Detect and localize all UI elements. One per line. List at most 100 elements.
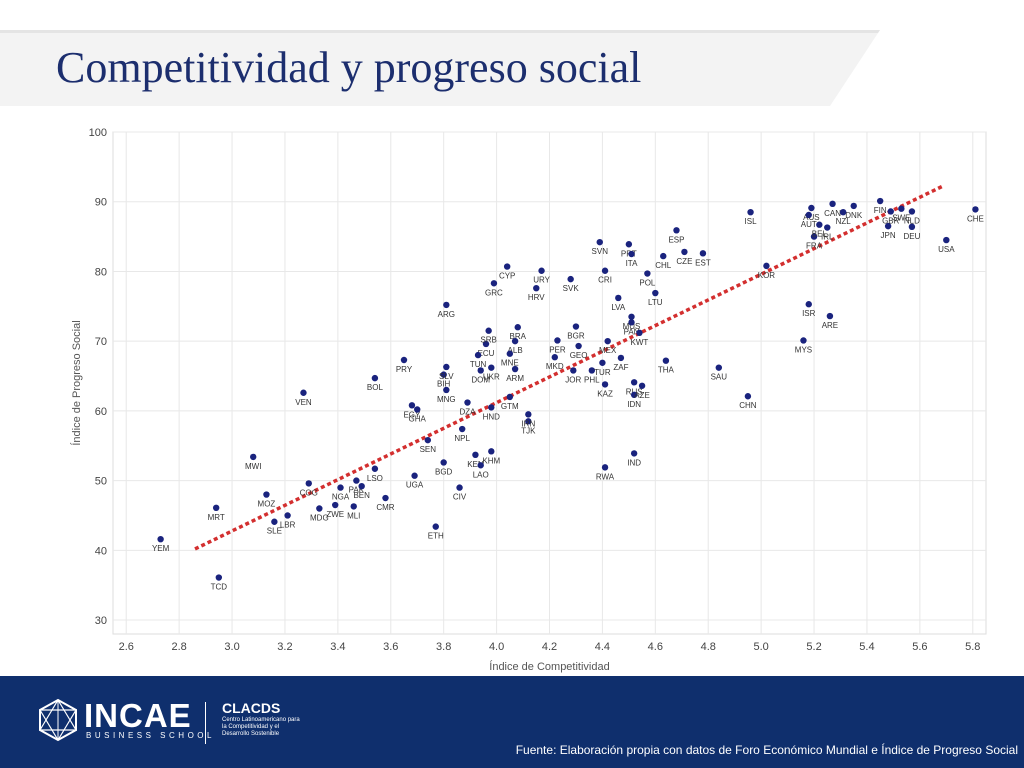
data-point bbox=[482, 340, 490, 348]
point-label: CAN bbox=[824, 209, 841, 218]
point-label: MDG bbox=[310, 514, 329, 523]
x-tick-label: 4.8 bbox=[701, 641, 716, 653]
data-point bbox=[599, 359, 606, 366]
data-point bbox=[551, 354, 558, 361]
data-point bbox=[630, 450, 638, 457]
chart-svg: 2.6 2.8 3.0 3.2 3.4 3.6 3.8 4.0 4.2 4.4 4.6 4.8 5.0 5… bbox=[70, 127, 987, 673]
point-label: EGY bbox=[403, 410, 421, 419]
point-label: FIN bbox=[874, 206, 887, 215]
point-label: IDN bbox=[627, 400, 641, 409]
data-point bbox=[554, 337, 561, 344]
data-point bbox=[300, 389, 307, 396]
point-label: MOZ bbox=[258, 500, 276, 509]
point-label: CIV bbox=[453, 493, 467, 502]
point-label: DZA bbox=[459, 408, 476, 417]
point-label: NGA bbox=[332, 493, 350, 502]
point-label: CMR bbox=[376, 503, 394, 512]
data-point bbox=[570, 367, 577, 374]
point-label: KAZ bbox=[597, 389, 613, 398]
data-point bbox=[617, 354, 625, 362]
point-label: LTU bbox=[648, 298, 663, 307]
point-label: GBR bbox=[882, 216, 900, 225]
point-label: JPN bbox=[881, 231, 896, 240]
point-label: LSO bbox=[367, 474, 383, 483]
point-label: MRT bbox=[208, 513, 225, 522]
y-tick-label: 90 bbox=[95, 197, 107, 209]
data-point bbox=[972, 206, 979, 213]
data-point bbox=[839, 208, 847, 216]
point-label: PHL bbox=[584, 375, 600, 384]
data-point bbox=[350, 503, 357, 510]
point-label: UGA bbox=[406, 481, 424, 490]
data-point bbox=[662, 357, 670, 364]
data-point bbox=[876, 197, 884, 205]
point-label: BEN bbox=[353, 491, 370, 500]
point-label: HRV bbox=[528, 293, 545, 302]
x-axis-label: Índice de Competitividad bbox=[489, 660, 609, 673]
data-point bbox=[538, 267, 545, 274]
scatter-chart: 2.6 2.8 3.0 3.2 3.4 3.6 3.8 4.0 4.2 4.4 4.6 4.8 5.0 5… bbox=[68, 122, 998, 674]
slide-title: Competitividad y progreso social bbox=[56, 43, 642, 92]
data-point bbox=[157, 535, 164, 543]
brand-name: INCAE bbox=[84, 697, 192, 734]
x-tick-label: 4.2 bbox=[542, 641, 557, 653]
point-label: IRL bbox=[821, 233, 834, 242]
point-label: ARG bbox=[438, 310, 455, 319]
y-tick-label: 50 bbox=[95, 476, 107, 488]
data-point bbox=[488, 404, 495, 411]
point-label: EST bbox=[695, 258, 711, 267]
x-tick-label: 5.4 bbox=[859, 641, 874, 653]
point-label: KEN bbox=[467, 460, 484, 469]
point-label: CYP bbox=[499, 272, 515, 281]
point-label: CZE bbox=[676, 257, 692, 266]
point-label: MEX bbox=[599, 346, 617, 355]
point-label: COG bbox=[300, 488, 318, 497]
incae-logo-icon bbox=[38, 698, 78, 742]
point-label: ESP bbox=[668, 235, 684, 244]
data-point bbox=[305, 480, 312, 487]
point-label: BOL bbox=[367, 383, 384, 392]
data-point bbox=[601, 267, 609, 274]
data-point bbox=[681, 248, 688, 256]
x-tick-label: 3.8 bbox=[436, 641, 451, 653]
point-label: SLV bbox=[439, 372, 454, 381]
data-point bbox=[525, 411, 532, 418]
point-label: KWT bbox=[631, 338, 649, 347]
point-label: LAO bbox=[473, 470, 489, 479]
point-label: GHA bbox=[409, 414, 427, 423]
data-point bbox=[250, 453, 257, 461]
x-tick-label: 5.0 bbox=[753, 641, 768, 653]
point-label: ARE bbox=[822, 321, 838, 330]
x-tick-label: 5.8 bbox=[965, 641, 980, 653]
data-point bbox=[630, 391, 638, 399]
source-note: Fuente: Elaboración propia con datos de … bbox=[515, 743, 1018, 757]
point-label: POL bbox=[639, 279, 656, 288]
point-label: MUS bbox=[623, 322, 641, 331]
data-point bbox=[511, 337, 519, 345]
point-label: BRA bbox=[510, 332, 527, 341]
point-label: DOM bbox=[471, 375, 490, 384]
data-point bbox=[826, 312, 834, 320]
data-point bbox=[511, 365, 519, 373]
trend-line-group bbox=[194, 184, 945, 551]
data-point bbox=[808, 204, 815, 212]
data-point bbox=[652, 289, 659, 297]
point-label: UKR bbox=[483, 373, 500, 382]
point-label: SLE bbox=[267, 527, 282, 536]
data-point bbox=[371, 465, 379, 472]
data-point bbox=[316, 505, 323, 512]
y-axis-label: Índice de Progreso Social bbox=[70, 320, 83, 445]
x-tick-label: 5.2 bbox=[806, 641, 821, 653]
point-label: LVA bbox=[611, 303, 626, 312]
point-label: ITA bbox=[626, 259, 639, 268]
data-point bbox=[464, 399, 471, 406]
point-label: GTM bbox=[501, 402, 519, 411]
x-tick-label: 3.4 bbox=[330, 641, 345, 653]
data-point bbox=[628, 313, 635, 320]
data-point bbox=[353, 477, 360, 484]
data-point bbox=[488, 364, 495, 371]
data-point bbox=[630, 379, 638, 386]
point-label: SWE bbox=[892, 214, 910, 223]
point-label: ARM bbox=[506, 374, 524, 383]
